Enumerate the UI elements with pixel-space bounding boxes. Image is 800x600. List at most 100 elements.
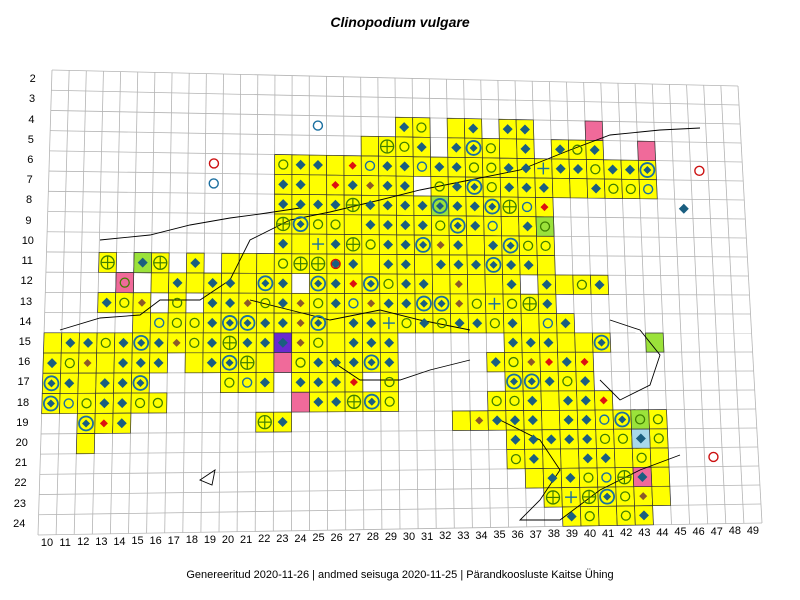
- cross-ring-marker: [346, 394, 362, 409]
- diamond-red-marker: [540, 203, 549, 212]
- cross-ring-marker: [581, 489, 597, 505]
- column-label: 36: [511, 529, 524, 542]
- diamond-marker: [348, 318, 359, 329]
- diamond-marker: [330, 258, 341, 269]
- occupied-cell: [256, 292, 275, 314]
- ring-marker: [653, 433, 664, 444]
- diamond-marker: [400, 259, 411, 270]
- column-label: 40: [583, 527, 597, 540]
- column-label: 49: [746, 525, 760, 538]
- diamond-ring-marker: [523, 373, 540, 390]
- column-label: 31: [421, 530, 434, 543]
- ring-marker: [295, 357, 306, 368]
- ring-marker: [583, 472, 594, 483]
- diamond-brown-marker: [639, 492, 648, 501]
- occupied-cell: [481, 138, 501, 159]
- row-label: 16: [18, 356, 31, 369]
- diamond-marker: [580, 395, 591, 406]
- ring-marker: [278, 159, 289, 170]
- map-title: Clinopodium vulgare: [330, 14, 470, 30]
- occupied-cell: [500, 216, 520, 237]
- column-label: 16: [149, 535, 162, 548]
- occupied-cell: [504, 351, 524, 373]
- diamond-marker: [508, 337, 519, 348]
- diamond-marker: [504, 182, 515, 193]
- ring-marker: [468, 162, 480, 173]
- occupied-cell: [361, 253, 380, 275]
- diamond-marker: [399, 180, 410, 191]
- row-label: 2: [29, 73, 36, 86]
- ring-marker: [617, 433, 629, 444]
- ring-marker: [384, 396, 395, 407]
- cross-ring-marker: [522, 296, 537, 312]
- diamond-marker: [330, 278, 341, 289]
- diamond-marker: [366, 318, 377, 329]
- diamond-marker: [417, 200, 428, 211]
- ring-marker: [619, 491, 631, 502]
- diamond-marker: [278, 199, 289, 210]
- column-label: 18: [185, 534, 198, 547]
- column-label: 17: [167, 534, 180, 547]
- highlighted-cell: [630, 409, 650, 430]
- highlighted-cell: [637, 140, 656, 161]
- diamond-marker: [399, 161, 410, 172]
- cross-ring-marker: [545, 490, 561, 505]
- ring-marker: [365, 239, 376, 250]
- row-label: 13: [19, 295, 33, 308]
- diamond-marker: [117, 398, 128, 409]
- cross-ring-marker: [275, 216, 291, 232]
- diamond-ring-marker: [310, 315, 327, 331]
- diamond-marker: [400, 220, 411, 231]
- diamond-marker: [277, 298, 288, 309]
- diamond-marker: [488, 240, 499, 251]
- column-label: 26: [330, 532, 343, 545]
- occurrence-markers: [42, 120, 719, 522]
- cross-ring-marker: [345, 237, 361, 252]
- ring-marker: [189, 317, 200, 329]
- diamond-marker: [137, 257, 148, 268]
- diamond-marker: [348, 337, 359, 348]
- diamond-marker: [64, 378, 75, 389]
- occupied-cell: [631, 447, 652, 468]
- diamond-marker: [295, 179, 306, 190]
- diamond-marker: [278, 179, 289, 190]
- ring-blue-marker: [601, 472, 612, 483]
- ring-marker: [119, 297, 130, 308]
- diamond-marker: [451, 162, 462, 173]
- diamond-marker: [206, 357, 217, 368]
- occupied-cell: [431, 273, 451, 295]
- highlighted-cell: [291, 391, 310, 413]
- diamond-marker: [561, 356, 572, 367]
- diamond-ring-marker: [42, 395, 59, 412]
- grid-vline: [37, 69, 53, 536]
- row-label: 4: [28, 113, 35, 126]
- occupied-cell: [502, 293, 522, 314]
- diamond-ring-marker: [416, 295, 432, 312]
- diamond-red-marker: [349, 279, 358, 288]
- highlighted-cell: [584, 120, 604, 141]
- ring-blue-marker: [348, 298, 359, 309]
- diamond-marker: [547, 473, 558, 484]
- diamond-marker: [207, 317, 218, 328]
- plus-marker: [537, 162, 550, 175]
- ring-marker: [491, 395, 502, 407]
- diamond-marker: [503, 162, 514, 173]
- diamond-marker: [207, 297, 218, 308]
- diamond-marker: [295, 199, 306, 210]
- diamond-ring-marker: [599, 488, 616, 505]
- diamond-marker: [383, 259, 394, 270]
- grid-hline: [51, 69, 739, 87]
- occupied-cell: [536, 255, 556, 276]
- ring-marker: [636, 452, 647, 463]
- cross-ring-marker: [293, 256, 308, 271]
- occupied-cell: [580, 506, 600, 527]
- occupied-cell: [613, 447, 634, 469]
- diamond-marker: [313, 377, 324, 388]
- diamond-ring-marker: [639, 162, 656, 178]
- diamond-ring-marker: [292, 216, 309, 233]
- occupied-cell: [412, 156, 432, 177]
- column-label: 15: [131, 535, 144, 548]
- diamond-ring-marker: [133, 334, 150, 351]
- diamond-red-marker: [545, 357, 554, 366]
